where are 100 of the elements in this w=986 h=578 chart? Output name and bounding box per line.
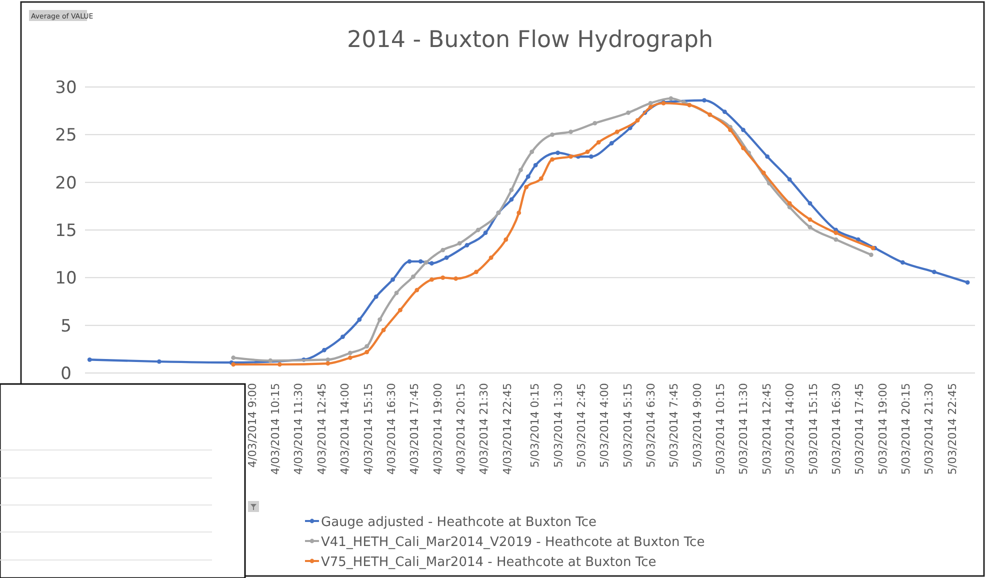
point bbox=[457, 241, 462, 246]
point bbox=[614, 130, 620, 134]
point bbox=[348, 350, 352, 356]
point bbox=[741, 128, 746, 132]
point bbox=[430, 277, 434, 282]
point bbox=[648, 101, 653, 106]
x-tick-label: 4/03/2014 12:45 bbox=[315, 383, 328, 475]
x-tick-label: 4/03/2014 20:15 bbox=[454, 383, 468, 475]
point bbox=[509, 197, 514, 202]
x-tick-label: 5/03/2014 10:15 bbox=[714, 383, 728, 475]
point bbox=[476, 228, 480, 232]
point bbox=[808, 217, 812, 222]
x-tick-label: 4/03/2014 11:30 bbox=[292, 383, 306, 475]
point bbox=[357, 317, 362, 322]
point bbox=[340, 334, 345, 339]
point bbox=[538, 176, 544, 181]
point bbox=[550, 157, 554, 162]
point bbox=[454, 276, 458, 281]
point bbox=[741, 146, 746, 150]
point bbox=[728, 128, 732, 132]
point bbox=[440, 248, 446, 252]
point bbox=[787, 201, 792, 206]
x-tick-label: 4/03/2014 9:00 bbox=[246, 383, 259, 468]
x-tick-label: 5/03/2014 6:30 bbox=[644, 383, 658, 468]
legend-label: V41_HETH_Cali_Mar2014_V2019 - Heathcote at Buxton Tce bbox=[321, 535, 705, 550]
point bbox=[364, 350, 370, 354]
point bbox=[474, 270, 478, 274]
x-tick-label: 5/03/2014 22:45 bbox=[946, 383, 959, 475]
point bbox=[394, 290, 399, 296]
y-tick-label: 10 bbox=[55, 268, 77, 289]
x-tick-label: 5/03/2014 1:30 bbox=[552, 383, 565, 468]
point bbox=[156, 359, 162, 364]
point bbox=[596, 140, 601, 144]
y-tick-label: 0 bbox=[60, 364, 72, 384]
point bbox=[568, 154, 573, 159]
point bbox=[390, 277, 395, 282]
x-tick-label: 4/03/2014 10:15 bbox=[269, 383, 282, 475]
point bbox=[526, 174, 530, 179]
point bbox=[374, 294, 378, 299]
x-tick-label: 4/03/2014 14:00 bbox=[338, 383, 352, 475]
point bbox=[231, 356, 236, 360]
point bbox=[834, 237, 838, 242]
point bbox=[765, 154, 770, 159]
point bbox=[702, 98, 706, 103]
point bbox=[588, 154, 594, 159]
x-tick-label: 5/03/2014 7:45 bbox=[668, 383, 681, 468]
point bbox=[488, 255, 494, 260]
point bbox=[808, 224, 812, 230]
point bbox=[464, 243, 470, 248]
x-tick-label: 5/03/2014 4:00 bbox=[598, 383, 612, 468]
point bbox=[687, 102, 692, 108]
x-tick-label: 5/03/2014 0:15 bbox=[528, 383, 542, 468]
x-tick-label: 5/03/2014 2:45 bbox=[574, 383, 588, 468]
x-tick-label: 5/03/2014 12:45 bbox=[760, 383, 774, 475]
point bbox=[504, 237, 508, 242]
point bbox=[965, 280, 970, 285]
point bbox=[424, 260, 428, 265]
chart-title: 2014 - Buxton Flow Hydrograph bbox=[346, 27, 714, 53]
point bbox=[364, 344, 370, 349]
point bbox=[378, 317, 382, 322]
x-tick-label: 4/03/2014 22:45 bbox=[500, 383, 514, 475]
y-tick-label: 30 bbox=[55, 78, 77, 98]
legend-label: Gauge adjusted - Heathcote at Buxton Tce bbox=[321, 515, 597, 530]
point bbox=[277, 362, 282, 367]
point bbox=[868, 252, 874, 257]
point bbox=[592, 121, 598, 126]
point bbox=[410, 274, 416, 279]
point bbox=[326, 361, 330, 366]
x-tick-label: 5/03/2014 21:30 bbox=[922, 383, 936, 475]
point bbox=[761, 170, 766, 175]
point bbox=[87, 357, 92, 362]
point bbox=[900, 260, 905, 265]
x-tick-label: 4/03/2014 19:00 bbox=[431, 383, 444, 475]
y-tick-label: 20 bbox=[55, 173, 77, 194]
x-tick-label: 4/03/2014 21:30 bbox=[478, 383, 491, 475]
point bbox=[834, 230, 838, 236]
x-tick-label: 5/03/2014 15:15 bbox=[806, 383, 820, 475]
point bbox=[556, 150, 560, 155]
point bbox=[722, 110, 727, 114]
y-tick-label: 15 bbox=[55, 221, 77, 241]
point bbox=[668, 96, 674, 101]
point bbox=[509, 188, 514, 192]
x-tick-label: 5/03/2014 9:00 bbox=[690, 383, 704, 468]
point bbox=[648, 104, 653, 110]
point bbox=[932, 270, 936, 274]
x-tick-label: 5/03/2014 5:15 bbox=[621, 383, 634, 468]
point bbox=[626, 110, 630, 115]
point bbox=[635, 118, 640, 123]
point bbox=[418, 259, 423, 264]
x-tick-label: 4/03/2014 15:15 bbox=[362, 383, 375, 475]
x-tick-label: 5/03/2014 11:30 bbox=[737, 383, 750, 475]
point bbox=[381, 328, 386, 332]
y-tick-label: 5 bbox=[60, 316, 72, 336]
point bbox=[550, 132, 554, 137]
x-tick-label: 4/03/2014 17:45 bbox=[408, 383, 422, 475]
point bbox=[585, 150, 590, 154]
point bbox=[518, 168, 523, 172]
point bbox=[440, 275, 446, 280]
x-tick-label: 5/03/2014 14:00 bbox=[784, 383, 797, 475]
x-tick-label: 5/03/2014 16:30 bbox=[830, 383, 843, 475]
